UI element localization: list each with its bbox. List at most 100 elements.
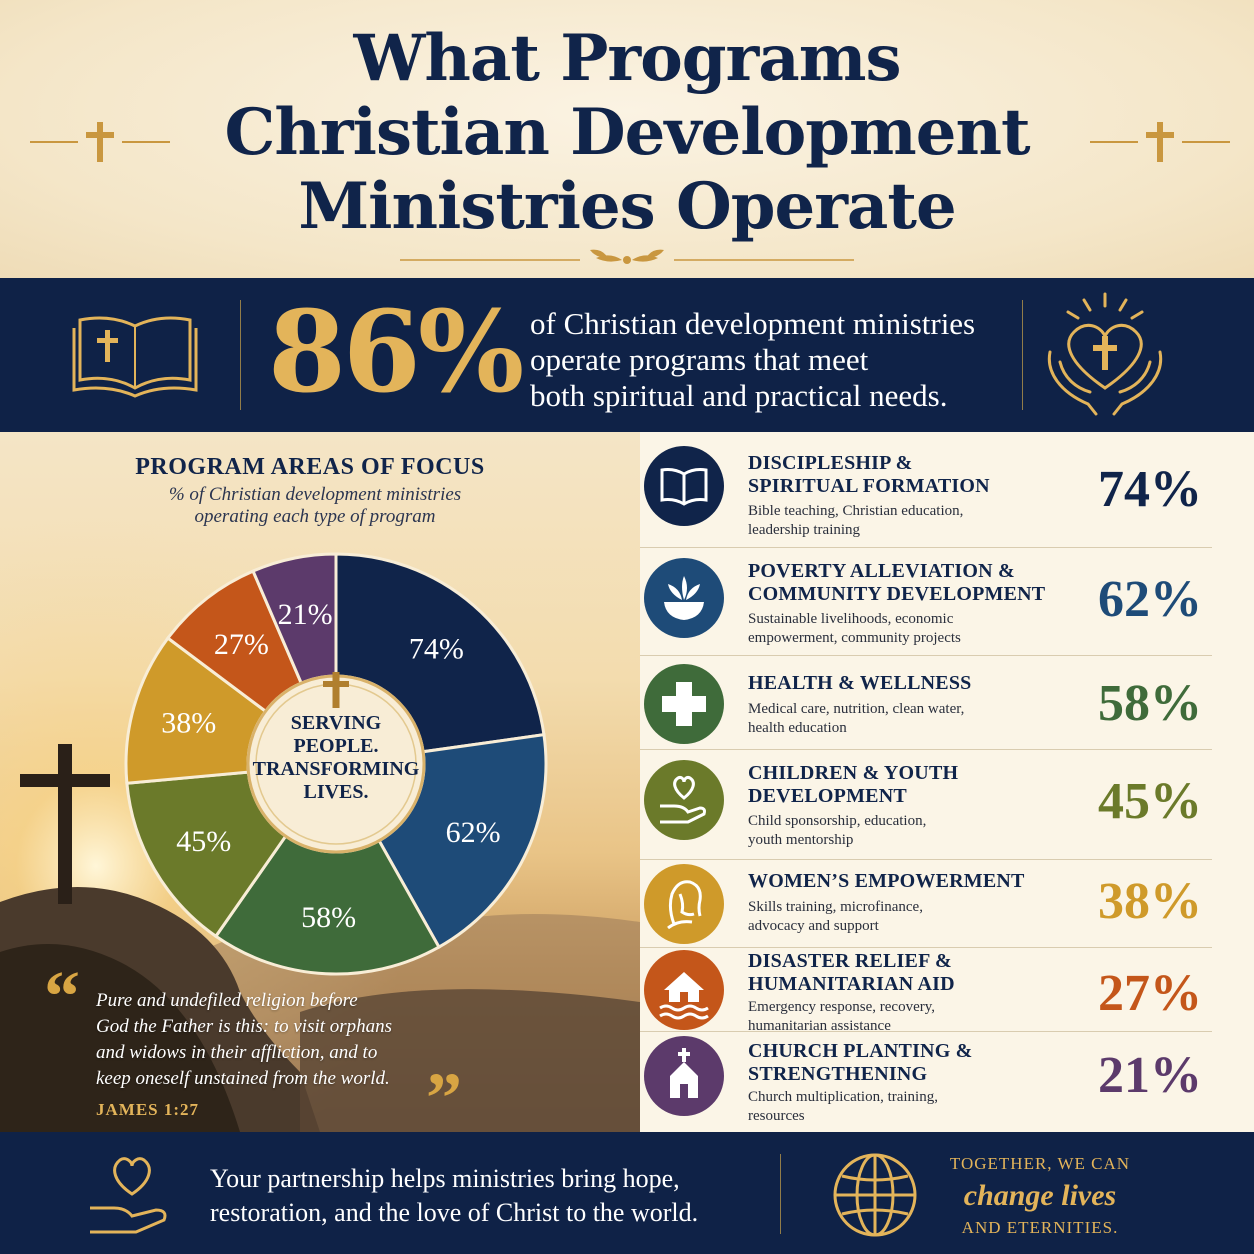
program-title-line: CHURCH PLANTING &	[748, 1040, 973, 1062]
quote-line: God the Father is this: to visit orphans	[96, 1016, 393, 1037]
program-areas-panel: PROGRAM AREAS OF FOCUS % of Christian de…	[0, 432, 640, 1132]
program-description: Medical care, nutrition, clean water, he…	[748, 700, 1038, 738]
program-title-line: HUMANITARIAN AID	[748, 973, 955, 995]
tagline-emphasis: change lives	[963, 1179, 1117, 1212]
laurel-divider-icon	[400, 249, 854, 264]
landscape-background	[0, 432, 640, 1132]
program-desc-line: humanitarian assistance	[748, 1018, 891, 1034]
headline-line: both spiritual and practical needs.	[530, 378, 948, 413]
tagline-top: TOGETHER, WE CAN	[949, 1154, 1131, 1173]
chart-subtitle: % of Christian development ministries op…	[150, 484, 480, 528]
program-percentage: 58%	[1098, 675, 1202, 732]
divider	[640, 1031, 1212, 1032]
footer-line: Your partnership helps ministries bring …	[210, 1164, 680, 1193]
slice-label: 38%	[161, 706, 216, 739]
title-line: What Programs	[353, 21, 902, 96]
program-percentage: 27%	[1098, 965, 1202, 1022]
program-title: POVERTY ALLEVIATION & COMMUNITY DEVELOPM…	[748, 560, 1068, 606]
program-row: DISCIPLESHIP & SPIRITUAL FORMATION Bible…	[640, 432, 1254, 548]
scripture-quote: Pure and undefiled religion before God t…	[96, 988, 436, 1092]
program-percentage: 38%	[1098, 873, 1202, 930]
scripture-reference: JAMES 1:27	[96, 1100, 200, 1119]
program-row: CHURCH PLANTING & STRENGTHENING Church m…	[640, 1032, 1254, 1132]
program-desc-line: Child sponsorship, education,	[748, 813, 927, 829]
slice-label: 21%	[278, 598, 333, 631]
program-title-line: DISCIPLESHIP &	[748, 452, 913, 474]
slice-label: 45%	[176, 825, 231, 858]
footer-message: Your partnership helps ministries bring …	[210, 1162, 770, 1230]
program-desc-line: advocacy and support	[748, 918, 879, 934]
cross-silhouette-icon	[58, 744, 72, 904]
program-row: POVERTY ALLEVIATION & COMMUNITY DEVELOPM…	[640, 548, 1254, 656]
program-description: Child sponsorship, education, youth ment…	[748, 812, 1038, 850]
program-desc-line: Sustainable livelihoods, economic	[748, 611, 954, 627]
program-title: WOMEN’S EMPOWERMENT	[748, 870, 1068, 893]
divider	[640, 655, 1212, 656]
program-desc-line: youth mentorship	[748, 832, 854, 848]
quote-line: keep oneself unstained from the world.	[96, 1068, 390, 1089]
donut-chart: 74% 62% 58% 45% 38% 27% 21% SERVING PEOPLE. TR…	[124, 552, 548, 976]
program-title-line: STRENGTHENING	[748, 1063, 928, 1085]
page-title: What Programs Christian Development Mini…	[0, 22, 1254, 244]
headline-line: operate programs that meet	[530, 342, 869, 377]
cross-ornament-icon	[1090, 122, 1230, 162]
program-percentage: 21%	[1098, 1047, 1202, 1104]
divider	[1022, 300, 1023, 410]
bowl-plant-icon	[644, 558, 724, 638]
program-title-line: CHILDREN & YOUTH	[748, 762, 959, 784]
program-title-line: DEVELOPMENT	[748, 785, 907, 807]
divider	[640, 749, 1212, 750]
slice-label: 58%	[301, 901, 356, 934]
program-desc-line: Bible teaching, Christian education,	[748, 503, 964, 519]
program-title-line: WOMEN’S EMPOWERMENT	[748, 870, 1025, 892]
program-title: CHURCH PLANTING & STRENGTHENING	[748, 1040, 1068, 1086]
slice-label: 62%	[446, 816, 501, 849]
woman-profile-icon	[644, 864, 724, 944]
program-title: DISCIPLESHIP & SPIRITUAL FORMATION	[748, 452, 1068, 498]
header: What Programs Christian Development Mini…	[0, 0, 1254, 278]
divider	[640, 947, 1212, 948]
headline-line: of Christian development ministries	[530, 306, 976, 341]
chart-title: PROGRAM AREAS OF FOCUS	[135, 454, 485, 480]
divider	[780, 1154, 781, 1234]
church-icon	[644, 1036, 724, 1116]
medical-cross-icon	[644, 664, 724, 744]
program-desc-line: Skills training, microfinance,	[748, 899, 923, 915]
program-desc-line: Emergency response, recovery,	[748, 999, 936, 1015]
house-flood-icon	[644, 950, 724, 1030]
program-description: Church multiplication, training, resourc…	[748, 1088, 1038, 1126]
program-title-line: HEALTH & WELLNESS	[748, 672, 972, 694]
program-description: Emergency response, recovery, humanitari…	[748, 998, 1038, 1036]
program-title-line: DISASTER RELIEF &	[748, 950, 952, 972]
quote-open-mark: “	[44, 956, 80, 1036]
slice-label: 27%	[214, 628, 269, 661]
footer: Your partnership helps ministries bring …	[0, 1132, 1254, 1254]
title-line: Ministries Operate	[298, 169, 956, 244]
program-title: DISASTER RELIEF & HUMANITARIAN AID	[748, 950, 1068, 996]
program-description: Bible teaching, Christian education, lea…	[748, 502, 1038, 540]
program-title-line: SPIRITUAL FORMATION	[748, 475, 990, 497]
program-desc-line: Medical care, nutrition, clean water,	[748, 701, 965, 717]
program-percentage: 74%	[1098, 461, 1202, 518]
cross-ornament-icon	[30, 122, 170, 162]
slice-label: 74%	[409, 633, 464, 666]
center-text-line: TRANSFORMING	[253, 758, 420, 780]
hand-heart-icon	[644, 760, 724, 840]
program-description: Sustainable livelihoods, economic empowe…	[748, 610, 1038, 648]
divider	[240, 300, 241, 410]
quote-close-mark: ”	[426, 1058, 462, 1132]
quote-line: Pure and undefiled religion before	[96, 990, 358, 1011]
program-desc-line: health education	[748, 720, 847, 736]
tagline-bottom: AND ETERNITIES.	[961, 1218, 1119, 1237]
headline-text: of Christian development ministries oper…	[530, 306, 1010, 414]
program-desc-line: Church multiplication, training,	[748, 1089, 938, 1105]
program-desc-line: leadership training	[748, 522, 861, 538]
program-title-line: POVERTY ALLEVIATION &	[748, 560, 1015, 582]
program-desc-line: resources	[748, 1108, 805, 1124]
program-percentage: 45%	[1098, 773, 1202, 830]
divider	[640, 859, 1212, 860]
program-title-line: COMMUNITY DEVELOPMENT	[748, 583, 1046, 605]
center-text-line: SERVING	[291, 712, 382, 734]
program-percentage: 62%	[1098, 571, 1202, 628]
hands-heart-cross-icon	[1047, 292, 1163, 416]
